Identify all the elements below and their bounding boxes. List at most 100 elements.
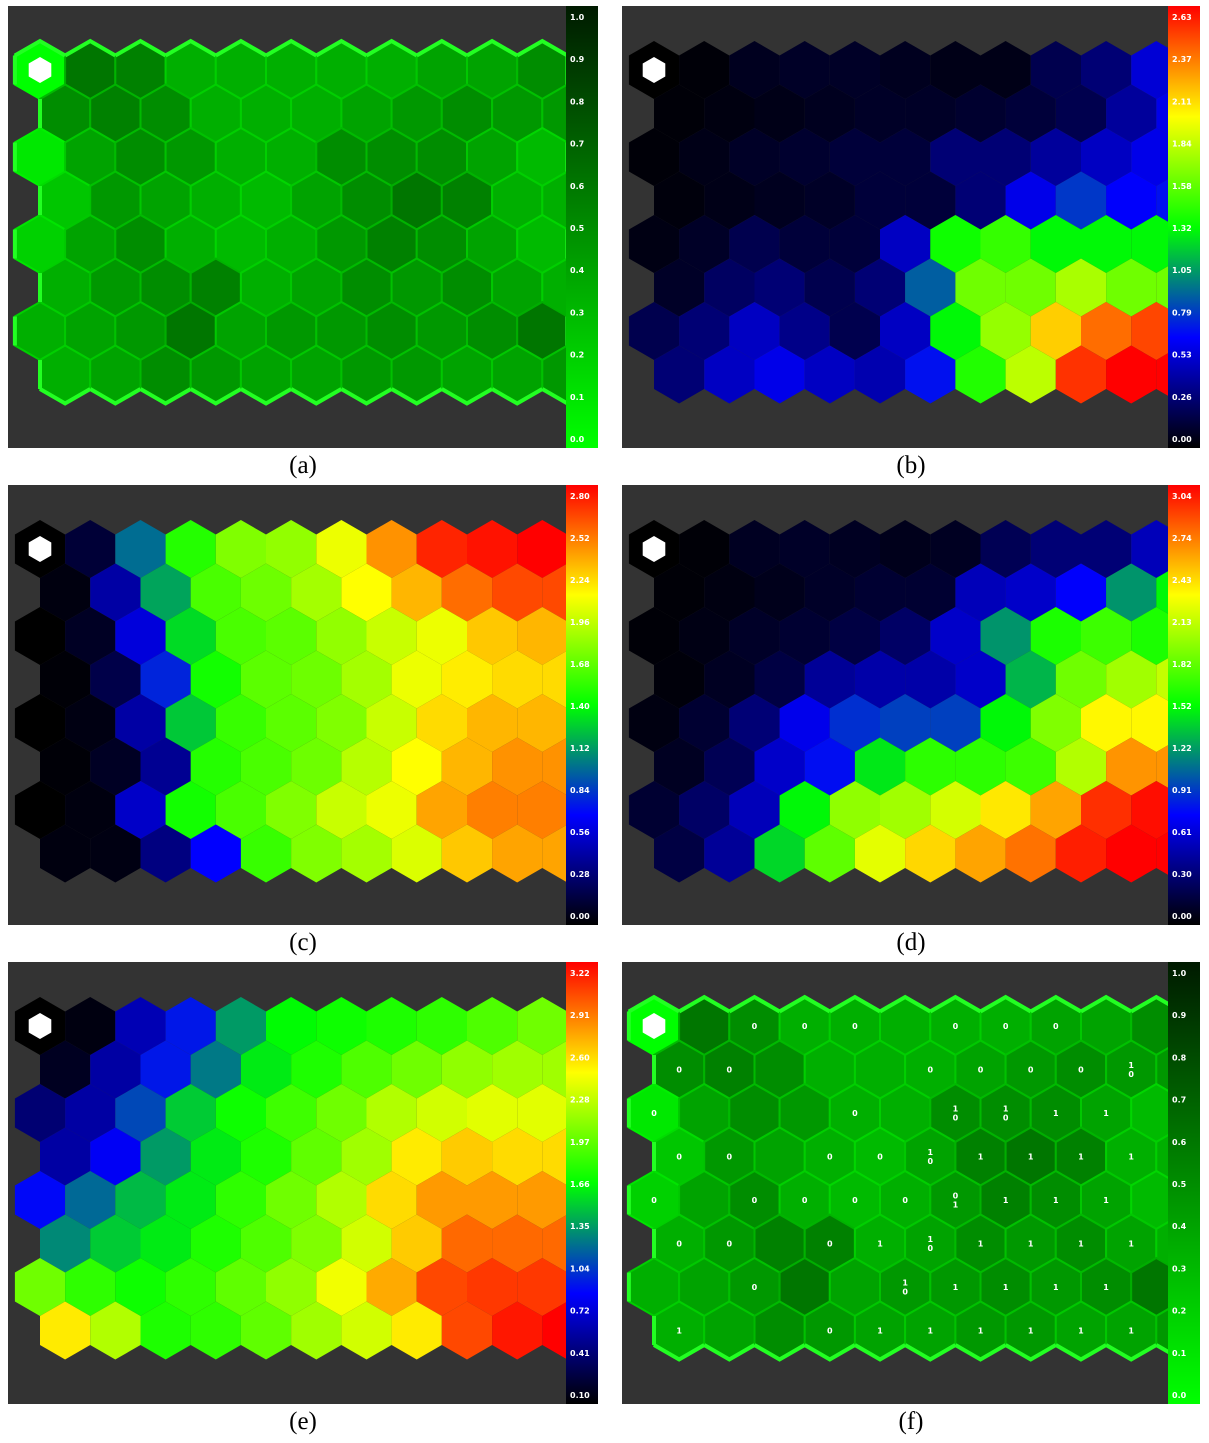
colorbar-tick-label: 0.53 bbox=[1172, 351, 1192, 360]
cell-label: 0 bbox=[953, 1192, 959, 1201]
colorbar-tick-label: 0.61 bbox=[1172, 828, 1192, 837]
hex-cell bbox=[980, 302, 1031, 360]
hex-cell bbox=[930, 302, 981, 360]
hex-cells bbox=[628, 520, 1200, 883]
border-segment bbox=[1105, 1343, 1158, 1362]
hex-cell bbox=[291, 1040, 342, 1099]
hex-cell bbox=[467, 781, 518, 839]
cell-label: 0 bbox=[1128, 1070, 1134, 1079]
hex-cell bbox=[930, 781, 981, 839]
colorbar: 3.04 2.74 2.43 2.13 1.82 1.52 1.22 0.91 0.61 0.30… bbox=[1168, 485, 1200, 925]
hex-cell bbox=[1106, 84, 1157, 143]
hex-cell bbox=[980, 781, 1031, 839]
hex-cell bbox=[266, 1084, 317, 1142]
cell-label: 0 bbox=[802, 1196, 808, 1205]
hex-cell bbox=[1030, 781, 1081, 839]
cell-label: 1 bbox=[1128, 1061, 1134, 1070]
cell-label: 0 bbox=[676, 1240, 682, 1249]
hex-cell bbox=[416, 997, 467, 1055]
border-segment bbox=[1004, 1343, 1057, 1362]
colorbar-tick-label: 2.13 bbox=[1172, 618, 1192, 627]
colorbar-tick-label: 2.43 bbox=[1172, 576, 1192, 585]
hex-cell bbox=[955, 650, 1006, 709]
colorbar-tick-label: 1.82 bbox=[1172, 660, 1192, 669]
hex-cell bbox=[1055, 84, 1107, 143]
hex-cell bbox=[190, 650, 241, 709]
hex-cell bbox=[65, 997, 116, 1055]
hex-cell bbox=[316, 781, 367, 839]
hex-cell bbox=[467, 520, 518, 578]
cell-label: 0 bbox=[927, 1066, 933, 1075]
hex-cell bbox=[115, 607, 166, 665]
colorbar-gradient bbox=[1168, 485, 1200, 925]
colorbar: 2.80 2.52 2.24 1.96 1.68 1.40 1.12 0.84 0.56 0.28… bbox=[566, 485, 598, 925]
hex-cell bbox=[704, 345, 755, 404]
hex-cell bbox=[90, 1040, 141, 1099]
hex-cell bbox=[930, 128, 981, 186]
border-segment bbox=[904, 1343, 957, 1362]
hex-cell bbox=[517, 694, 568, 752]
hex-cell bbox=[930, 607, 981, 665]
hex-cell bbox=[980, 607, 1031, 665]
hex-cell bbox=[366, 520, 417, 578]
hex-cell bbox=[704, 824, 755, 883]
hex-cell bbox=[905, 345, 956, 404]
hex-cell bbox=[654, 84, 705, 143]
hex-cell bbox=[517, 1171, 568, 1229]
marker-hex-icon bbox=[28, 536, 52, 562]
cell-label: 0 bbox=[902, 1288, 908, 1297]
hex-cell bbox=[492, 563, 543, 622]
hex-cell bbox=[215, 1171, 266, 1229]
border-segment bbox=[164, 38, 217, 58]
hex-cell bbox=[14, 607, 66, 665]
colorbar-tick-label: 0.1 bbox=[570, 393, 585, 402]
hex-cell bbox=[90, 563, 141, 622]
hex-cell bbox=[291, 1301, 342, 1360]
hex-cell bbox=[905, 171, 956, 230]
hex-cells bbox=[14, 520, 593, 883]
colorbar-gradient bbox=[1168, 6, 1200, 448]
colorbar-tick-label: 0.84 bbox=[570, 786, 590, 795]
hex-cell bbox=[341, 1127, 392, 1186]
cell-label: 1 bbox=[1103, 1283, 1109, 1292]
hex-cell bbox=[391, 1301, 442, 1360]
border-segment bbox=[340, 387, 393, 406]
hex-cell bbox=[190, 737, 241, 796]
hex-cell bbox=[341, 1214, 392, 1273]
hex-cell bbox=[980, 520, 1031, 578]
cell-label: 1 bbox=[1078, 1240, 1084, 1249]
hex-cell bbox=[679, 41, 730, 99]
cell-label: 1 bbox=[978, 1153, 984, 1162]
som-map-c: 2.80 2.52 2.24 1.96 1.68 1.40 1.12 0.84 0.56 0.28… bbox=[8, 485, 598, 925]
hex-cell bbox=[65, 1171, 116, 1229]
hex-cell bbox=[215, 694, 266, 752]
hex-cell bbox=[1106, 258, 1157, 317]
hex-cell bbox=[441, 1301, 493, 1360]
cell-label: 0 bbox=[953, 1114, 959, 1123]
border-segment bbox=[828, 994, 882, 1014]
hex-cell bbox=[291, 737, 342, 796]
colorbar-tick-label: 0.79 bbox=[1172, 308, 1192, 317]
hex-cell bbox=[492, 1127, 543, 1186]
hex-cell bbox=[165, 607, 216, 665]
border-segment bbox=[39, 387, 92, 406]
hex-cell bbox=[1005, 84, 1056, 143]
hex-cell bbox=[341, 824, 392, 883]
border-segment bbox=[365, 38, 418, 58]
border-segment bbox=[979, 994, 1032, 1014]
cell-label: 0 bbox=[953, 1022, 959, 1031]
marker-hex-icon bbox=[28, 1013, 52, 1039]
hex-cell bbox=[366, 997, 417, 1055]
cell-label: 0 bbox=[1003, 1114, 1009, 1123]
hex-cell bbox=[14, 781, 66, 839]
cell-label: 0 bbox=[1053, 1022, 1059, 1031]
border-segment bbox=[64, 38, 117, 58]
hex-cell bbox=[1106, 563, 1157, 622]
colorbar-tick-label: 0.72 bbox=[570, 1307, 590, 1316]
hex-cell bbox=[467, 997, 518, 1055]
hex-cell bbox=[492, 1214, 543, 1273]
hex-cell bbox=[754, 737, 805, 796]
hex-cell bbox=[391, 650, 442, 709]
hex-cell bbox=[1106, 345, 1157, 404]
hex-cell bbox=[779, 694, 830, 752]
